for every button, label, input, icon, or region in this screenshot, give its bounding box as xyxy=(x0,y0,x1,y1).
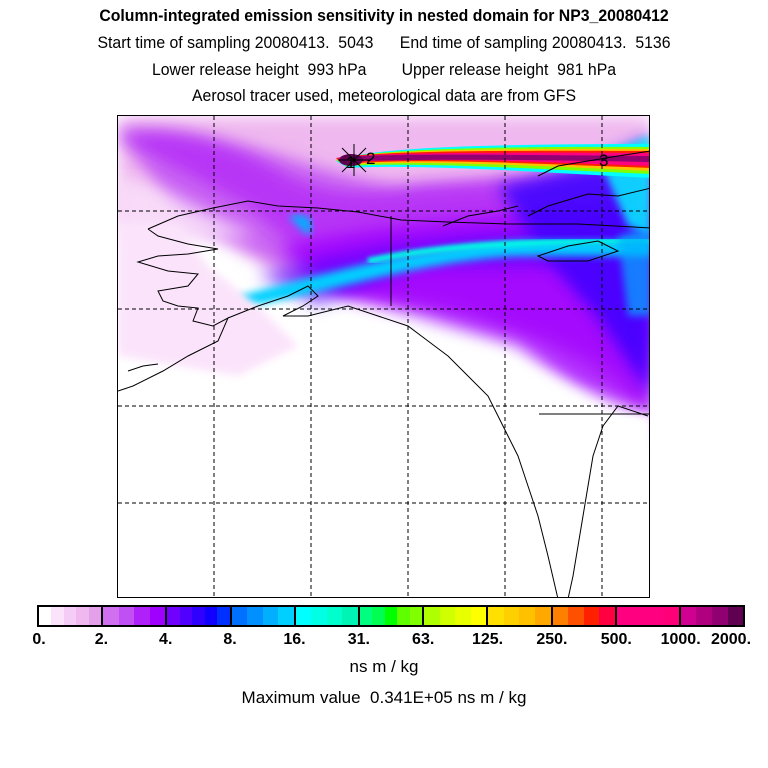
colorbar-swatch xyxy=(167,607,180,625)
colorbar-swatch xyxy=(231,607,248,625)
grid-lines xyxy=(118,116,649,597)
colorbar-tick-label: 31. xyxy=(347,631,370,648)
colorbar-swatch xyxy=(88,607,102,625)
colorbar-swatch xyxy=(647,607,664,625)
colorbar-swatch xyxy=(424,607,440,625)
colorbar-swatch xyxy=(583,607,600,625)
colorbar-swatch xyxy=(118,607,135,625)
colorbar-swatch xyxy=(455,607,471,625)
colorbar-swatch xyxy=(149,607,166,625)
tracer-info-line: Aerosol tracer used, meteorological data… xyxy=(191,86,577,105)
coastlines xyxy=(118,150,649,597)
colorbar-swatch xyxy=(632,607,648,625)
colorbar-swatch xyxy=(63,607,77,625)
colorbar-segment xyxy=(103,607,168,625)
colorbar-segment xyxy=(359,607,425,625)
colorbar-unit: ns m / kg xyxy=(349,657,419,676)
colorbar-tick-label: 16. xyxy=(283,631,306,648)
marker-1: 1 xyxy=(346,153,355,172)
release-markers: 1 2 3 xyxy=(338,144,608,176)
colorbar-swatch xyxy=(134,607,150,625)
colorbar xyxy=(37,605,745,627)
colorbar-swatch xyxy=(359,607,373,625)
colorbar-tick-label: 500. xyxy=(600,631,632,648)
plot-title: Column-integrated emission sensitivity i… xyxy=(99,6,669,25)
colorbar-segment xyxy=(552,607,617,625)
colorbar-tick-label: 2. xyxy=(94,631,109,648)
colorbar-segment xyxy=(488,607,553,625)
sensitivity-map: 1 2 3 xyxy=(117,115,650,598)
colorbar-swatch xyxy=(311,607,327,625)
colorbar-swatch xyxy=(470,607,487,625)
colorbar-swatch xyxy=(192,607,205,625)
colorbar-swatch xyxy=(663,607,679,625)
colorbar-swatch xyxy=(179,607,193,625)
colorbar-segment xyxy=(39,607,104,625)
colorbar-swatch xyxy=(342,607,358,625)
colorbar-swatch xyxy=(39,607,52,625)
colorbar-swatch xyxy=(711,607,728,625)
colorbar-swatch xyxy=(552,607,569,625)
colorbar-swatch xyxy=(326,607,343,625)
colorbar-swatch xyxy=(488,607,504,625)
colorbar-swatch xyxy=(727,607,744,625)
maximum-value-label: Maximum value 0.341E+05 ns m / kg xyxy=(241,688,527,707)
colorbar-segment xyxy=(295,607,360,625)
colorbar-swatch xyxy=(278,607,294,625)
marker-3: 3 xyxy=(599,151,608,170)
colorbar-swatch xyxy=(616,607,633,625)
colorbar-swatch xyxy=(696,607,712,625)
sensitivity-field xyxy=(118,116,649,597)
sampling-time-line: Start time of sampling 20080413. 5043 En… xyxy=(97,33,671,52)
colorbar-swatch xyxy=(295,607,312,625)
colorbar-tick-label: 8. xyxy=(223,631,237,648)
colorbar-swatch xyxy=(519,607,535,625)
colorbar-swatch xyxy=(409,607,423,625)
colorbar-segment xyxy=(231,607,296,625)
colorbar-swatch xyxy=(568,607,584,625)
colorbar-segment xyxy=(616,607,681,625)
colorbar-segment xyxy=(680,607,744,625)
colorbar-swatch xyxy=(439,607,456,625)
colorbar-swatch xyxy=(384,607,398,625)
colorbar-tick-label: 0. xyxy=(32,631,46,648)
map-canvas: 1 2 3 xyxy=(118,116,649,597)
colorbar-tick-label: 1000. xyxy=(660,631,701,648)
colorbar-tick-label: 4. xyxy=(159,631,173,648)
colorbar-swatch xyxy=(372,607,385,625)
colorbar-tick-label: 125. xyxy=(471,631,504,648)
colorbar-swatch xyxy=(503,607,520,625)
colorbar-swatch xyxy=(262,607,279,625)
colorbar-swatch xyxy=(204,607,218,625)
colorbar-tick-label: 2000. xyxy=(710,631,752,648)
release-height-line: Lower release height 993 hPa Upper relea… xyxy=(151,60,617,79)
colorbar-tick-label: 250. xyxy=(536,631,568,648)
colorbar-swatch xyxy=(247,607,263,625)
colorbar-swatch xyxy=(103,607,119,625)
marker-2: 2 xyxy=(366,149,375,168)
colorbar-segment xyxy=(167,607,232,625)
colorbar-tick-label: 63. xyxy=(412,631,435,648)
colorbar-swatch xyxy=(534,607,551,625)
colorbar-swatch xyxy=(599,607,615,625)
colorbar-segment xyxy=(424,607,489,625)
colorbar-swatch xyxy=(680,607,697,625)
colorbar-swatch xyxy=(397,607,410,625)
colorbar-swatch xyxy=(76,607,89,625)
colorbar-swatch xyxy=(217,607,230,625)
colorbar-swatch xyxy=(51,607,64,625)
